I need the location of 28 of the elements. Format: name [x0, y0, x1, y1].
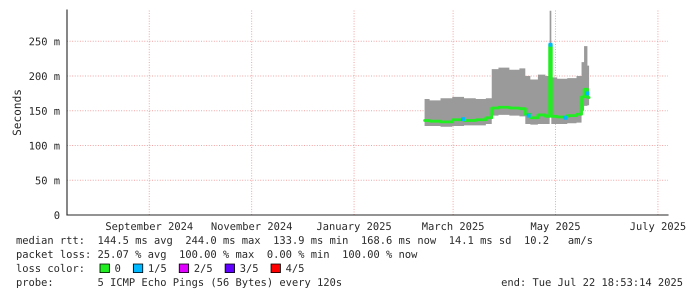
y-tick-label: 200 m	[29, 72, 60, 80]
legend-label: 3/5	[240, 264, 258, 273]
point	[585, 91, 590, 96]
x-tick-label: March 2025	[422, 222, 484, 230]
point	[526, 114, 531, 118]
y-tick-label: 0	[54, 211, 60, 220]
y-tick-label: 100 m	[30, 142, 60, 150]
legend-label: 1/5	[149, 264, 166, 273]
y-axis-title: Seconds	[12, 90, 21, 136]
text: median rtt: 144.5 ms avg 244.0 ms max 133.9 ms min 168.6 ms now 14.1 ms sd 10.2 am/s	[16, 236, 592, 246]
y-tick-label: 150 m	[30, 107, 60, 115]
y-tick-label: 50 m	[36, 176, 60, 184]
text: probe: 5 ICMP Echo Pings (56 Bytes) every 120s	[16, 278, 342, 288]
x-tick-label: September 2024	[106, 222, 193, 232]
x-tick-label: July 2025	[630, 222, 686, 232]
legend-title: loss color:	[16, 264, 82, 272]
legend-label: 0	[115, 264, 120, 272]
x-tick-label: November 2024	[212, 222, 292, 230]
point	[564, 116, 568, 120]
point	[461, 117, 466, 122]
legend-label: 4/5	[286, 264, 304, 273]
x-tick-label: May 2025	[530, 222, 580, 232]
legend-label: 2/5	[194, 264, 212, 273]
x-tick-label: January 2025	[317, 222, 391, 232]
point	[548, 42, 552, 47]
y-tick-label: 250 m	[29, 38, 60, 46]
text: end: Tue Jul 22 18:53:14 2025	[502, 278, 682, 286]
text: packet loss: 25.07 % avg 100.00 % max 0.00 % min 100.00 % now	[16, 250, 418, 260]
